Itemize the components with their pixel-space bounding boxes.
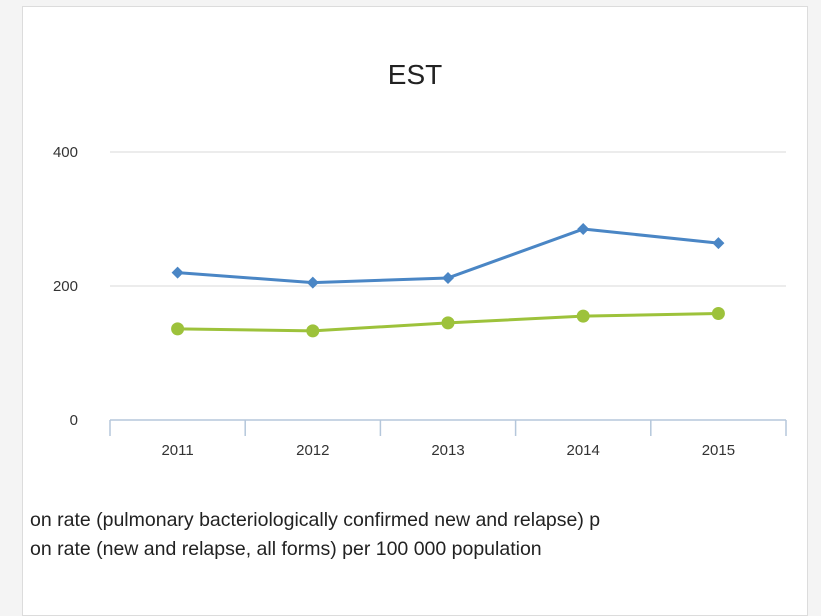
data-point-s1-2013[interactable]: [442, 271, 454, 284]
data-point-s2-2015[interactable]: [711, 306, 725, 320]
x-tick-label-2014: 2014: [567, 442, 600, 459]
chart-panel: [22, 6, 808, 616]
x-axis: 2011 2012 2013 2014 2015: [109, 419, 787, 459]
grid: 0 200 400: [53, 144, 786, 429]
y-tick-label-200: 200: [53, 278, 78, 295]
chart-title: EST: [388, 59, 442, 90]
data-point-s1-2015[interactable]: [712, 237, 725, 250]
legend: on rate (pulmonary bacteriologically con…: [30, 506, 820, 564]
legend-item-series-2[interactable]: on rate (new and relapse, all forms) per…: [30, 538, 542, 560]
y-tick-label-0: 0: [70, 412, 78, 429]
data-point-s1-2012[interactable]: [306, 276, 319, 289]
x-tick-label-2015: 2015: [702, 442, 735, 459]
y-tick-label-400: 400: [53, 144, 78, 161]
x-tick-label-2012: 2012: [296, 442, 329, 459]
data-point-s2-2012[interactable]: [306, 324, 320, 338]
data-point-s1-2014[interactable]: [577, 223, 590, 236]
data-point-s2-2013[interactable]: [441, 316, 455, 330]
x-tick-label-2013: 2013: [431, 442, 464, 459]
legend-item-series-1[interactable]: on rate (pulmonary bacteriologically con…: [30, 509, 601, 531]
x-tick-label-2011: 2011: [161, 442, 193, 459]
data-point-s2-2014[interactable]: [576, 309, 590, 323]
series-group: [171, 223, 725, 338]
data-point-s1-2011[interactable]: [171, 266, 184, 279]
data-point-s2-2011[interactable]: [171, 322, 185, 336]
